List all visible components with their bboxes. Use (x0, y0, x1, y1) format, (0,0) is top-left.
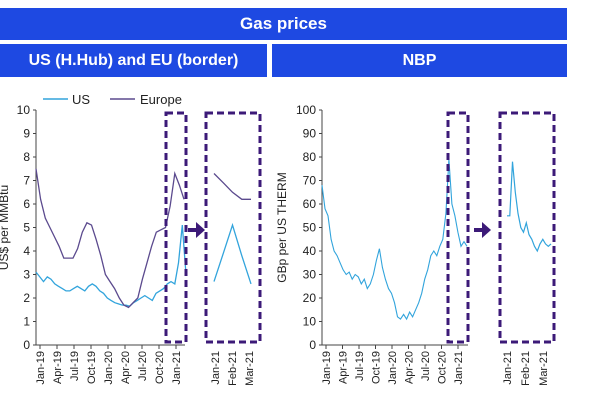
right-y-tick-label: 60 (303, 197, 317, 211)
left-x-tick-label: Apr-19 (52, 351, 64, 384)
legend-us-label: US (72, 92, 90, 107)
right-y-tick-label: 30 (303, 268, 317, 282)
left-zoom-x-tick-label: Jan-21 (210, 351, 222, 385)
legend-europe-label: Europe (140, 92, 182, 107)
left-y-tick-label: 4 (23, 244, 30, 258)
right-highlight-box (446, 111, 470, 344)
right-zoom-x-tick-label: Feb-21 (520, 351, 532, 386)
us-zoom-line (213, 222, 252, 285)
right-y-tick-label: 100 (296, 103, 316, 117)
right-y-axis-label: GBp per US THERM (275, 172, 289, 282)
left-y-tick-label: 1 (23, 315, 30, 329)
chart-banner-title: Gas prices (0, 8, 567, 40)
left-y-tick-label: 2 (23, 291, 30, 305)
right-zoom-x-tick-label: Jan-21 (502, 351, 514, 385)
left-y-tick-label: 8 (23, 150, 30, 164)
left-x-tick-label: Jul-20 (137, 351, 149, 381)
left-y-axis-label: US$ per MMBtu (0, 185, 11, 270)
right-x-tick-label: Oct-20 (437, 351, 449, 384)
left-y-tick-label: 3 (23, 268, 30, 282)
right-x-tick-label: Jul-19 (354, 351, 366, 381)
right-y-tick-label: 90 (303, 127, 317, 141)
nbp-zoom-line (507, 161, 552, 253)
right-y-tick-label: 50 (303, 221, 317, 235)
left-y-tick-label: 0 (23, 338, 30, 352)
right-x-tick-label: Apr-20 (404, 351, 416, 384)
us-series-line (35, 225, 187, 307)
left-x-tick-label: Jan-21 (171, 351, 183, 385)
left-x-tick-label: Jan-20 (103, 351, 115, 385)
left-zoom-x-tick-label: Mar-21 (244, 351, 256, 386)
left-zoom-x-tick-label: Feb-21 (227, 351, 239, 386)
right-y-tick-label: 20 (303, 291, 317, 305)
right-x-tick-label: Jan-20 (387, 351, 399, 385)
nbp-panel-title: NBP (272, 44, 567, 77)
right-x-tick-label: Jul-20 (420, 351, 432, 381)
left-y-tick-label: 5 (23, 221, 30, 235)
left-x-tick-label: Oct-20 (154, 351, 166, 384)
right-zoom-box (498, 111, 556, 344)
left-y-tick-label: 10 (17, 103, 31, 117)
left-x-tick-label: Apr-20 (120, 351, 132, 384)
left-y-tick-label: 6 (23, 197, 30, 211)
europe-zoom-line (213, 173, 251, 200)
left-x-tick-label: Oct-19 (86, 351, 98, 384)
right-y-tick-label: 70 (303, 174, 317, 188)
right-x-tick-label: Jan-21 (453, 351, 465, 385)
right-y-tick-label: 40 (303, 244, 317, 258)
us-eu-panel-title: US (H.Hub) and EU (border) (0, 44, 267, 77)
right-y-tick-label: 80 (303, 150, 317, 164)
left-zoom-box (204, 111, 262, 344)
right-zoom-arrow (474, 222, 491, 238)
left-highlight-box (164, 111, 188, 344)
left-y-tick-label: 9 (23, 127, 30, 141)
right-zoom-x-tick-label: Mar-21 (538, 351, 550, 386)
right-x-tick-label: Jan-19 (321, 351, 333, 385)
nbp-series-line (321, 159, 468, 321)
right-x-tick-label: Apr-19 (338, 351, 350, 384)
left-x-tick-label: Jul-19 (69, 351, 81, 381)
left-zoom-arrow (188, 222, 205, 238)
left-x-tick-label: Jan-19 (35, 351, 47, 385)
right-y-tick-label: 10 (303, 315, 317, 329)
right-x-tick-label: Oct-19 (371, 351, 383, 384)
left-y-tick-label: 7 (23, 174, 30, 188)
europe-series-line (35, 168, 185, 309)
right-y-tick-label: 0 (309, 338, 316, 352)
